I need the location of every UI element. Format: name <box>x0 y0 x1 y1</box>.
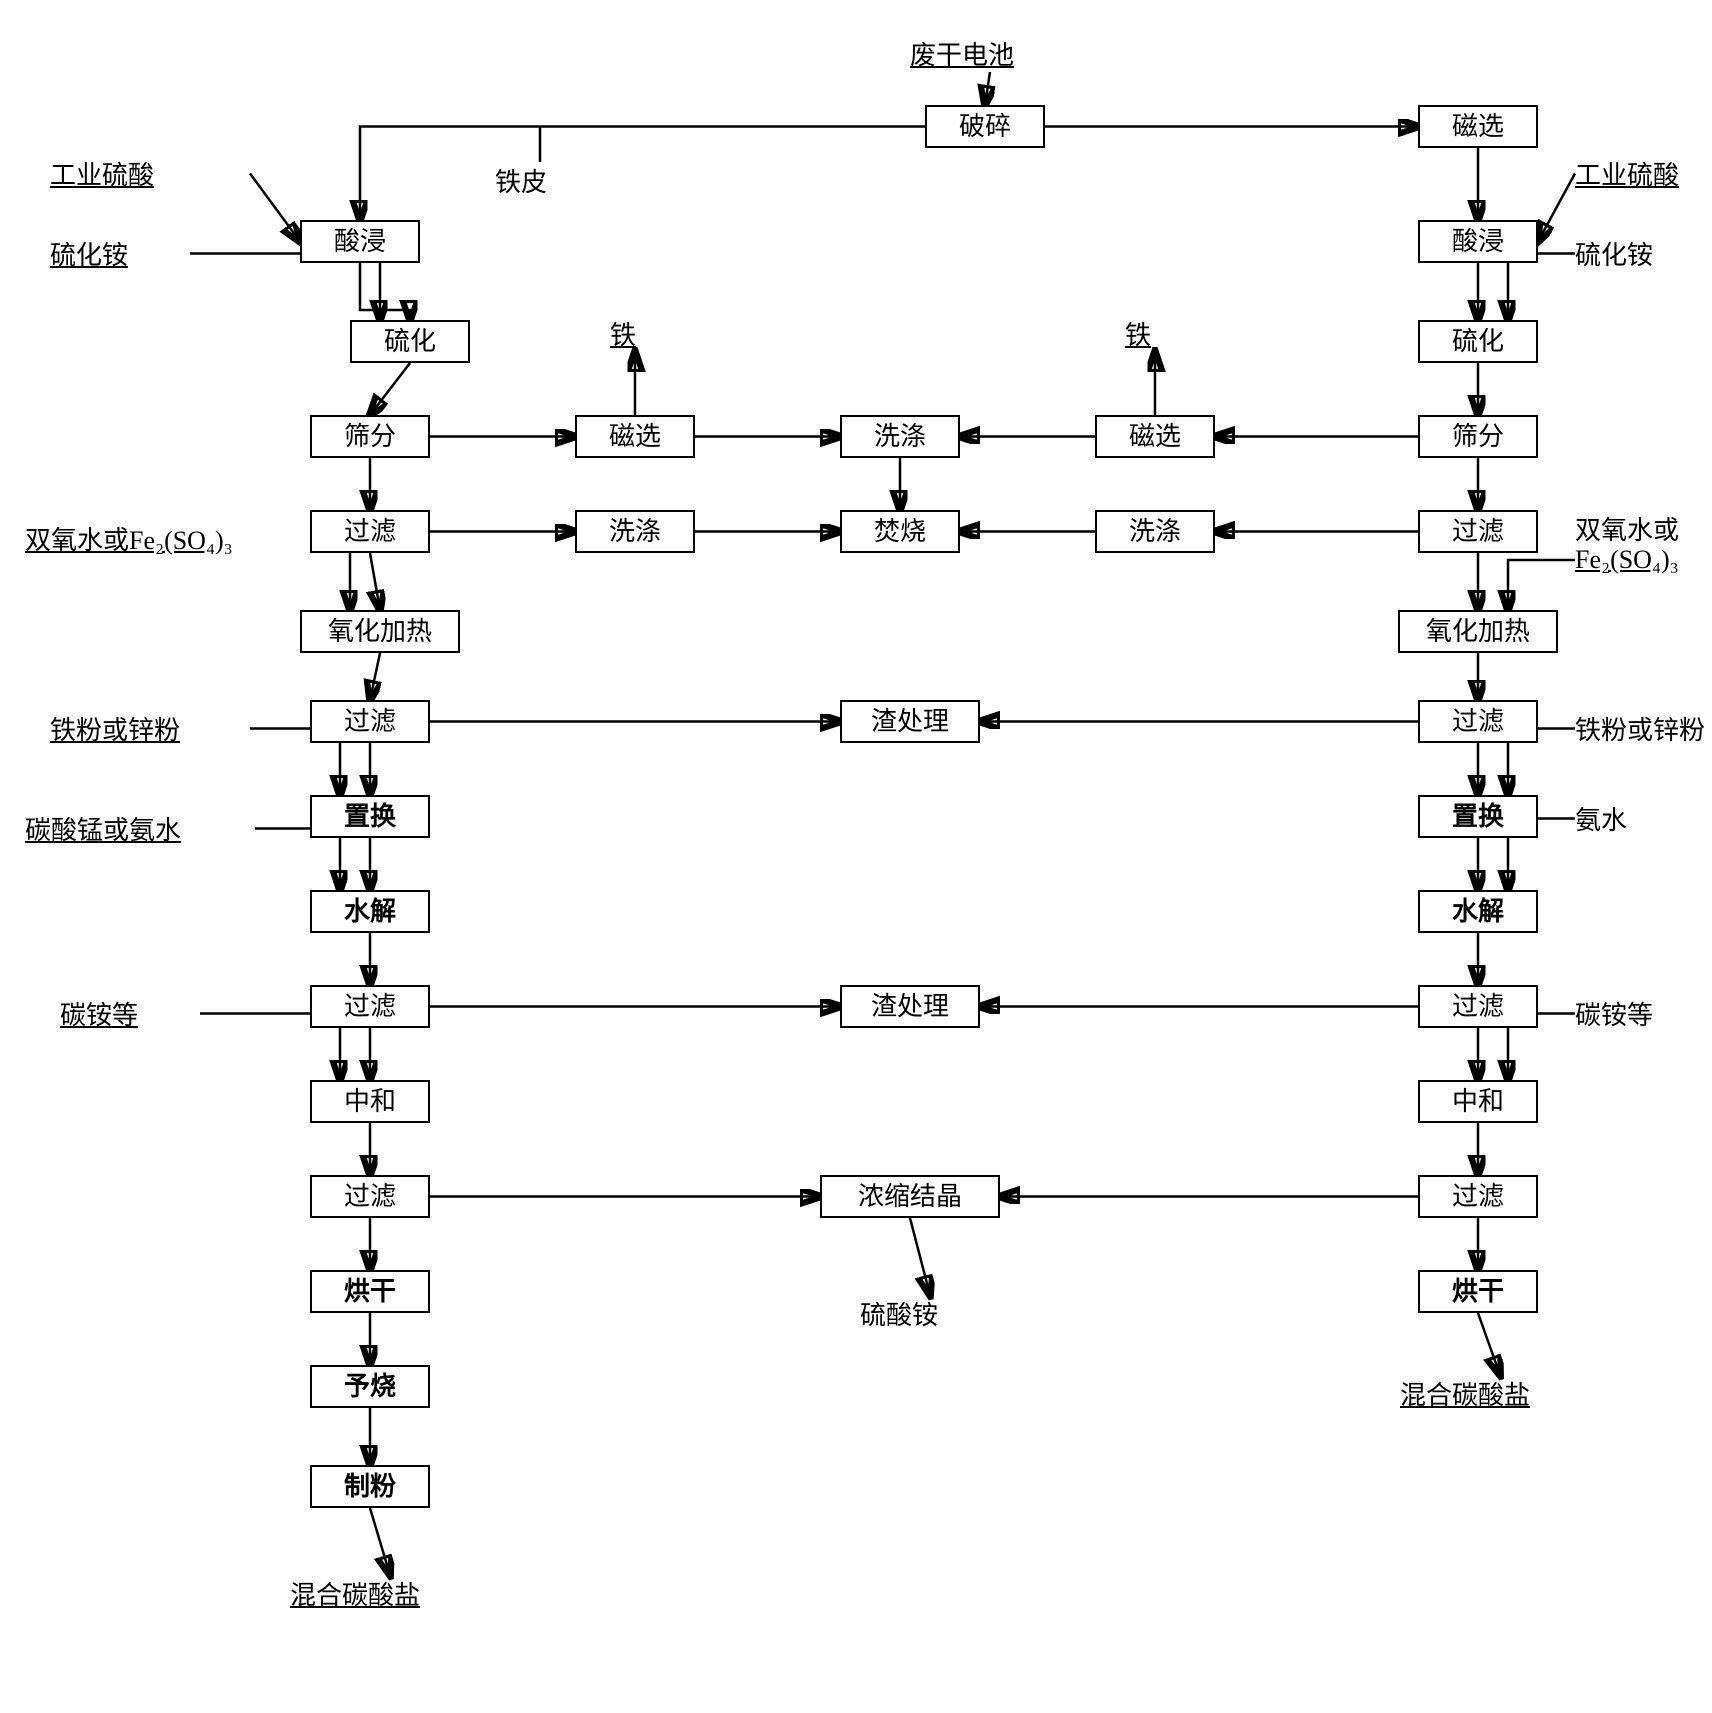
node-L_nh4s: 硫化铵 <box>50 235 190 272</box>
node-wash_mid: 洗涤 <box>840 415 960 458</box>
node-L_nh4hco3: 碳铵等 <box>60 995 200 1032</box>
node-L_mixcarb: 混合碳酸盐 <box>290 1575 490 1612</box>
node-R_h2o2a: 双氧水或 <box>1575 510 1712 547</box>
node-R_filter1: 过滤 <box>1418 510 1538 553</box>
node-tie_L: 铁 <box>610 315 670 352</box>
node-ammsulf: 硫酸铵 <box>860 1295 1000 1332</box>
node-L_h2so4: 工业硫酸 <box>50 155 250 192</box>
node-magsep_L: 磁选 <box>575 415 695 458</box>
node-crush: 破碎 <box>925 105 1045 148</box>
node-R_fezn: 铁粉或锌粉 <box>1575 710 1712 747</box>
node-L_powder: 制粉 <box>310 1465 430 1508</box>
node-L_filter1: 过滤 <box>310 510 430 553</box>
node-R_neut: 中和 <box>1418 1080 1538 1123</box>
node-L_mnco3: 碳酸锰或氨水 <box>25 810 255 847</box>
node-R_nh3: 氨水 <box>1575 800 1665 837</box>
node-R_acid: 酸浸 <box>1418 220 1538 263</box>
node-L_oxheat: 氧化加热 <box>300 610 460 653</box>
node-wash_L: 洗涤 <box>575 510 695 553</box>
node-R_sulf: 硫化 <box>1418 320 1538 363</box>
node-magsep_top: 磁选 <box>1418 105 1538 148</box>
node-R_repl: 置换 <box>1418 795 1538 838</box>
node-L_fezn: 铁粉或锌粉 <box>50 710 250 747</box>
node-R_hydro: 水解 <box>1418 890 1538 933</box>
node-R_filter4: 过滤 <box>1418 1175 1538 1218</box>
node-tiepi: 铁皮 <box>495 162 585 199</box>
node-R_h2so4: 工业硫酸 <box>1575 155 1712 192</box>
node-L_dry: 烘干 <box>310 1270 430 1313</box>
node-magsep_R: 磁选 <box>1095 415 1215 458</box>
node-R_h2o2b: Fe₂(SO₄)₃ <box>1575 545 1712 575</box>
node-L_filter3: 过滤 <box>310 985 430 1028</box>
node-R_filter3: 过滤 <box>1418 985 1538 1028</box>
node-burn: 焚烧 <box>840 510 960 553</box>
node-L_h2o2: 双氧水或Fe₂(SO₄)₃ <box>25 520 325 557</box>
node-L_repl: 置换 <box>310 795 430 838</box>
node-wash_R: 洗涤 <box>1095 510 1215 553</box>
node-L_filter2: 过滤 <box>310 700 430 743</box>
node-R_mixcarb: 混合碳酸盐 <box>1400 1375 1600 1412</box>
node-L_sulf: 硫化 <box>350 320 470 363</box>
node-R_oxheat: 氧化加热 <box>1398 610 1558 653</box>
node-L_hydro: 水解 <box>310 890 430 933</box>
node-R_nh4hco3: 碳铵等 <box>1575 995 1712 1032</box>
node-L_acid: 酸浸 <box>300 220 420 263</box>
node-R_dry: 烘干 <box>1418 1270 1538 1313</box>
node-crystal: 浓缩结晶 <box>820 1175 1000 1218</box>
node-L_neut: 中和 <box>310 1080 430 1123</box>
node-slag2: 渣处理 <box>840 985 980 1028</box>
node-L_sieve: 筛分 <box>310 415 430 458</box>
node-tie_R: 铁 <box>1125 315 1185 352</box>
node-R_nh4s: 硫化铵 <box>1575 235 1712 272</box>
node-R_sieve: 筛分 <box>1418 415 1538 458</box>
node-R_filter2: 过滤 <box>1418 700 1538 743</box>
node-slag1: 渣处理 <box>840 700 980 743</box>
node-start: 废干电池 <box>910 35 1070 72</box>
node-L_presint: 予烧 <box>310 1365 430 1408</box>
node-L_filter4: 过滤 <box>310 1175 430 1218</box>
